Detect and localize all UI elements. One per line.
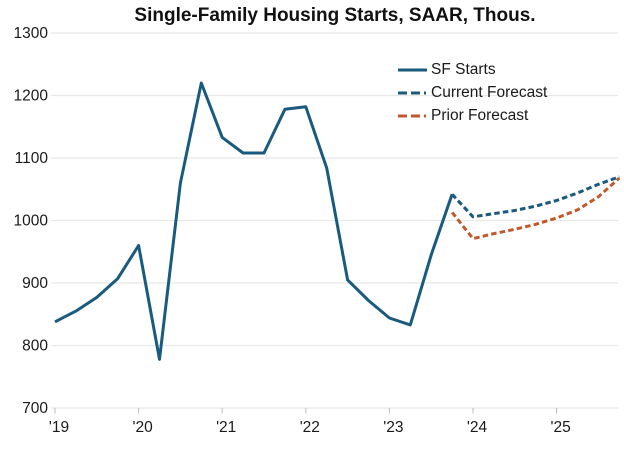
y-tick-label: 1100	[15, 150, 49, 167]
series-line-sf-starts	[54, 81, 454, 361]
y-tick-label: 1000	[14, 213, 49, 230]
legend-label-prior-forecast: Prior Forecast	[431, 106, 529, 124]
y-tick-label: 700	[22, 400, 48, 417]
x-tick-label: '20	[132, 419, 153, 436]
x-tick-label: '23	[383, 419, 403, 436]
x-tick-label: '22	[300, 419, 320, 436]
legend: SF Starts Current Forecast Prior Forecas…	[397, 58, 547, 127]
legend-label-sf-starts: SF Starts	[431, 60, 496, 78]
legend-swatch-current-forecast	[398, 91, 427, 94]
x-tick-label: '24	[467, 419, 488, 436]
legend-item-sf-starts: SF Starts	[397, 58, 547, 81]
y-tick-label: 900	[22, 275, 48, 292]
x-tick-label: '21	[216, 419, 236, 436]
legend-label-current-forecast: Current Forecast	[431, 83, 548, 101]
y-tick-label: 1200	[14, 88, 49, 105]
legend-item-current-forecast: Current Forecast	[397, 81, 547, 104]
legend-swatch-sf-starts	[398, 68, 427, 71]
x-tick-label: '19	[49, 419, 69, 436]
legend-item-prior-forecast: Prior Forecast	[397, 104, 547, 127]
y-tick-label: 1300	[14, 25, 49, 42]
x-tick-label: '25	[550, 419, 570, 436]
chart-title: Single-Family Housing Starts, SAAR, Thou…	[134, 5, 536, 26]
series-line-current-forecast	[451, 175, 620, 219]
y-tick-label: 800	[22, 338, 48, 355]
series-line-prior-forecast	[450, 176, 621, 241]
legend-swatch-prior-forecast	[398, 114, 427, 117]
